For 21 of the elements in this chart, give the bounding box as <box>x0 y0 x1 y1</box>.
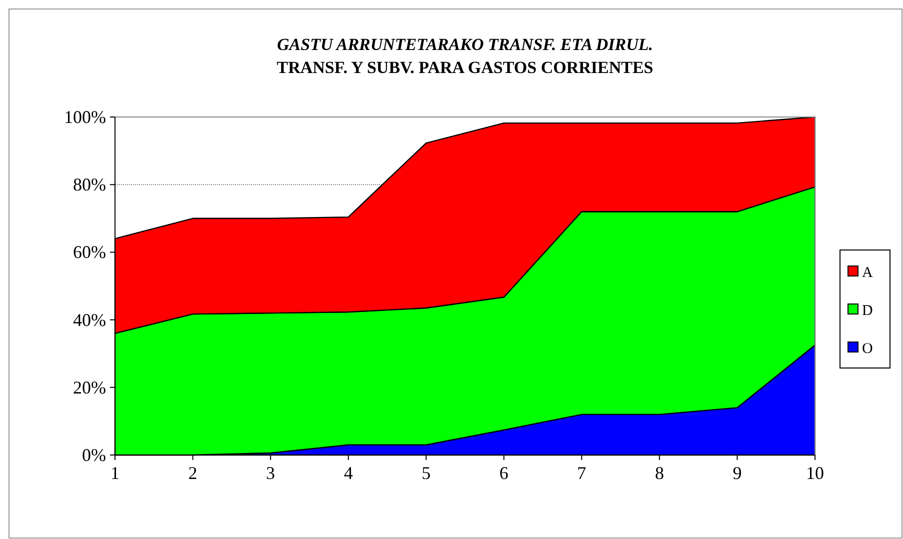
y-tick-label: 0% <box>82 445 106 465</box>
x-tick-label: 10 <box>806 463 824 483</box>
chart-subtitle: TRANSF. Y SUBV. PARA GASTOS CORRIENTES <box>276 58 654 77</box>
y-tick-label: 80% <box>73 174 106 195</box>
x-tick-label: 6 <box>499 463 508 483</box>
x-tick-label: 7 <box>577 463 586 483</box>
x-tick-label: 4 <box>344 463 353 483</box>
x-tick-label: 2 <box>188 463 198 483</box>
x-tick-label: 1 <box>110 463 120 483</box>
x-tick-label: 8 <box>654 463 664 483</box>
y-tick-label: 40% <box>73 310 106 330</box>
legend-label: D <box>862 303 873 319</box>
chart-title: GASTU ARRUNTETARAKO TRANSF. ETA DIRUL. <box>277 35 653 54</box>
x-tick-label: 9 <box>732 463 742 483</box>
y-tick-label: 60% <box>73 242 106 262</box>
y-tick-label: 100% <box>64 107 106 127</box>
legend-label: A <box>862 265 873 281</box>
x-tick-label: 3 <box>266 463 276 483</box>
x-tick-label: 5 <box>422 463 431 483</box>
legend-label: O <box>862 341 873 357</box>
y-tick-label: 20% <box>73 377 106 398</box>
